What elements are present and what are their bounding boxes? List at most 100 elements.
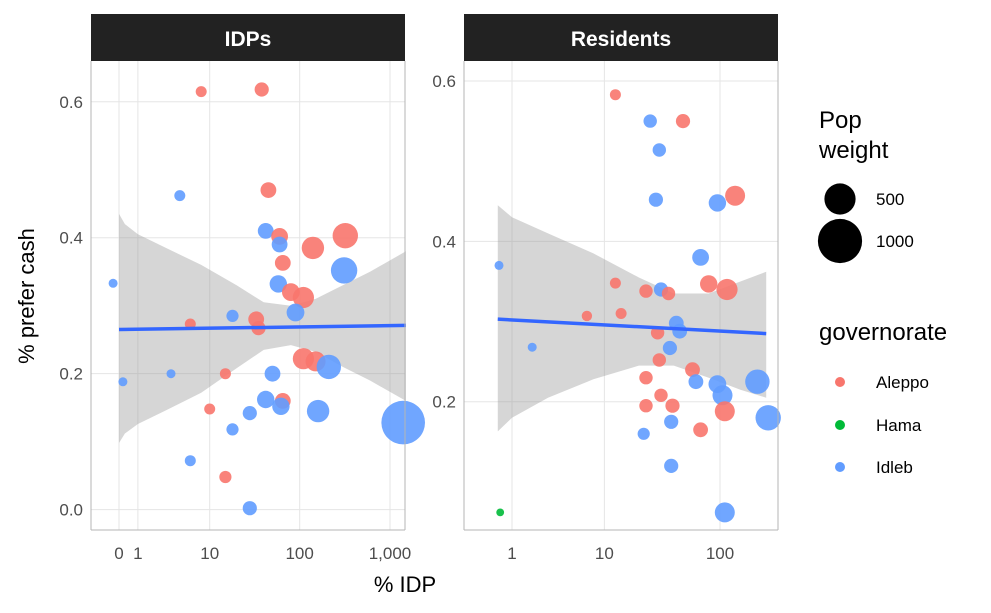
data-point-aleppo: [716, 278, 738, 301]
data-point-idleb: [643, 114, 657, 128]
data-point-idleb: [226, 309, 239, 322]
size-legend-label: 500: [876, 190, 904, 209]
size-legend-key: [817, 218, 863, 264]
x-axis-title: % IDP: [374, 572, 436, 597]
data-point-aleppo: [652, 353, 666, 367]
data-point-aleppo: [219, 368, 231, 380]
data-point-idleb: [714, 502, 735, 523]
data-point-idleb: [712, 385, 733, 406]
y-tick-label: 0.4: [432, 232, 456, 251]
data-point-aleppo: [332, 223, 358, 249]
data-point-hama: [496, 508, 505, 517]
data-point-aleppo: [714, 401, 735, 422]
facet-strip: [91, 14, 405, 61]
data-point-aleppo: [661, 286, 676, 301]
data-point-idleb: [672, 323, 688, 339]
data-point-aleppo: [700, 275, 718, 293]
data-point-aleppo: [725, 185, 746, 206]
size-legend-label: 1000: [876, 232, 914, 251]
data-point-aleppo: [219, 470, 232, 484]
data-point-idleb: [118, 377, 128, 387]
data-point-idleb: [664, 458, 679, 473]
color-legend-label: Hama: [876, 416, 922, 435]
size-legend-title-line: weight: [818, 137, 889, 164]
data-point-aleppo: [654, 388, 668, 402]
facet-strip-label: IDPs: [225, 28, 272, 51]
data-point-aleppo: [685, 362, 700, 378]
y-tick-label: 0.2: [432, 393, 456, 412]
color-legend-key-idleb: [835, 462, 845, 472]
data-point-idleb: [316, 354, 341, 380]
data-point-idleb: [108, 278, 118, 288]
x-tick-label: 100: [706, 544, 734, 563]
data-point-idleb: [306, 399, 330, 423]
data-point-idleb: [226, 423, 239, 436]
data-points: [108, 82, 426, 516]
y-tick-label: 0.6: [59, 93, 83, 112]
data-point-idleb: [662, 340, 678, 356]
data-point-idleb: [184, 455, 196, 467]
data-point-idleb: [286, 303, 305, 322]
data-point-idleb: [688, 374, 704, 390]
data-point-idleb: [257, 390, 275, 409]
data-point-aleppo: [665, 398, 680, 413]
facet-strip: [464, 14, 778, 61]
data-point-idleb: [708, 194, 727, 212]
data-point-idleb: [648, 192, 664, 207]
x-tick-label: 10: [595, 544, 614, 563]
data-point-idleb: [257, 223, 274, 239]
y-tick-label: 0.4: [59, 229, 83, 248]
color-legend-label: Aleppo: [876, 373, 929, 392]
data-point-idleb: [269, 275, 287, 293]
legend: Pop weight 500 1000 governorate Aleppo Hama Idl…: [817, 107, 947, 477]
data-point-aleppo: [260, 182, 277, 199]
data-point-aleppo: [693, 422, 708, 438]
data-point-idleb: [166, 369, 176, 379]
x-tick-label: 100: [285, 544, 313, 563]
data-point-aleppo: [609, 89, 621, 101]
color-legend-key-aleppo: [835, 377, 845, 387]
facet-strip-label: Residents: [571, 28, 671, 51]
color-legend-label: Idleb: [876, 458, 913, 477]
x-tick-label: 10: [200, 544, 219, 563]
data-point-aleppo: [675, 114, 691, 129]
data-point-idleb: [174, 190, 186, 202]
trend-line: [497, 317, 767, 336]
data-point-idleb: [745, 369, 770, 394]
data-point-idleb: [652, 143, 666, 157]
data-point-aleppo: [204, 403, 216, 415]
data-point-aleppo: [639, 371, 653, 385]
data-point-idleb: [271, 236, 288, 253]
panel-residents: Residents 1 10 100 0.2 0.4 0.6: [432, 14, 781, 563]
data-point-idleb: [637, 427, 650, 440]
data-point-aleppo: [274, 255, 291, 271]
data-point-idleb: [664, 414, 679, 429]
trend-line: [118, 323, 406, 332]
x-tick-label: 1: [507, 544, 516, 563]
data-point-idleb: [527, 342, 537, 352]
data-point-aleppo: [609, 277, 621, 289]
data-point-idleb: [242, 406, 257, 421]
data-point-aleppo: [639, 399, 653, 413]
data-point-idleb: [692, 249, 709, 266]
data-point-idleb: [264, 365, 281, 382]
x-tick-label: 0: [114, 544, 123, 563]
y-tick-label: 0.0: [59, 501, 83, 520]
data-point-aleppo: [581, 310, 593, 322]
x-tick-label: 1,000: [369, 544, 412, 563]
data-point-aleppo: [615, 308, 627, 319]
x-tick-label: 1: [133, 544, 142, 563]
data-point-idleb: [494, 260, 504, 270]
data-point-aleppo: [254, 82, 269, 97]
data-point-aleppo: [301, 236, 325, 260]
data-point-aleppo: [292, 286, 314, 309]
size-legend-title: Pop weight: [818, 107, 889, 164]
confidence-band: [497, 205, 767, 432]
data-point-idleb: [242, 501, 257, 516]
color-legend-title: governorate: [819, 319, 947, 346]
data-point-idleb: [330, 257, 358, 284]
data-point-aleppo: [195, 86, 207, 98]
axis-titles: % IDP % prefer cash: [14, 228, 436, 597]
